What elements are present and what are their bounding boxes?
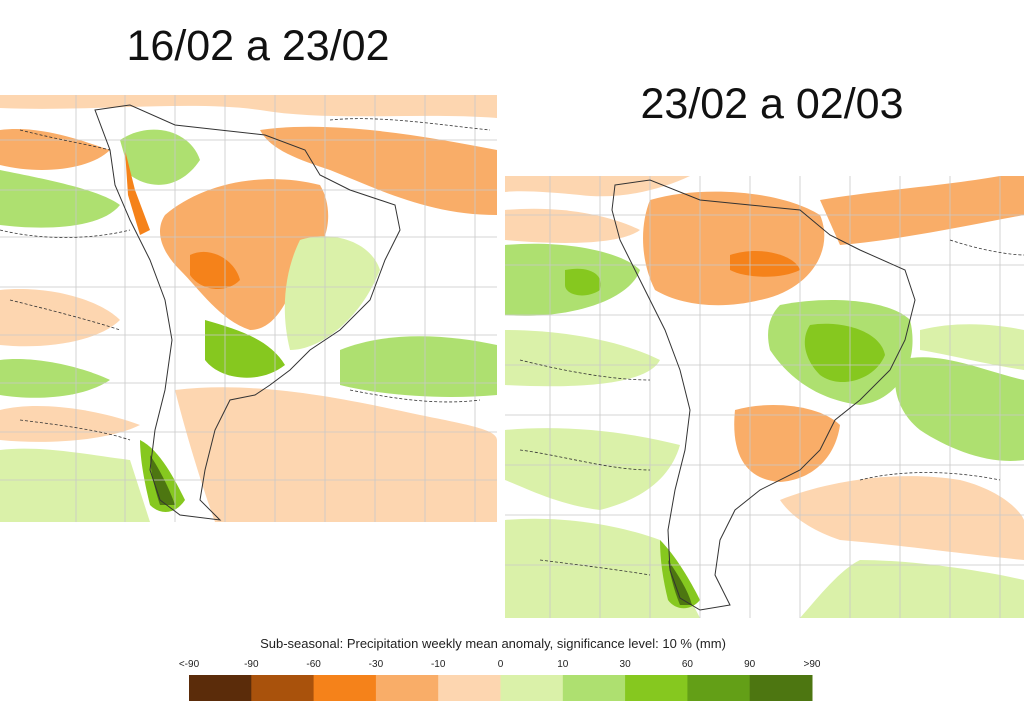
- legend-swatch: [625, 675, 688, 701]
- legend-label: -90: [244, 659, 259, 670]
- panel-title: 23/02 a 02/03: [640, 80, 903, 128]
- map-left: [0, 95, 497, 522]
- legend-label: -30: [369, 659, 384, 670]
- legend-swatch: [438, 675, 501, 701]
- legend-label: 60: [682, 659, 694, 670]
- legend-title: Sub-seasonal: Precipitation weekly mean …: [260, 636, 726, 651]
- legend-swatch: [189, 675, 252, 701]
- legend-swatch: [500, 675, 564, 701]
- legend-swatch: [251, 675, 315, 701]
- legend-label: -60: [306, 659, 321, 670]
- legend: <-90 -90 -60 -30 -10 0 10 30 60 90 >90: [179, 659, 821, 701]
- legend-swatch: [687, 675, 751, 701]
- grid: [505, 176, 1024, 618]
- legend-label: 0: [498, 659, 504, 670]
- legend-label: 90: [744, 659, 756, 670]
- legend-label: <-90: [179, 659, 200, 670]
- grid: [0, 95, 497, 522]
- legend-label: 10: [557, 659, 569, 670]
- map-right: [505, 176, 1024, 618]
- legend-swatch: [749, 675, 813, 701]
- legend-label: 30: [620, 659, 632, 670]
- legend-swatch: [313, 675, 377, 701]
- legend-label: -10: [431, 659, 446, 670]
- legend-swatch: [375, 675, 439, 701]
- legend-label: >90: [804, 659, 821, 670]
- panel-title: 16/02 a 23/02: [126, 22, 389, 70]
- legend-swatch: [562, 675, 626, 701]
